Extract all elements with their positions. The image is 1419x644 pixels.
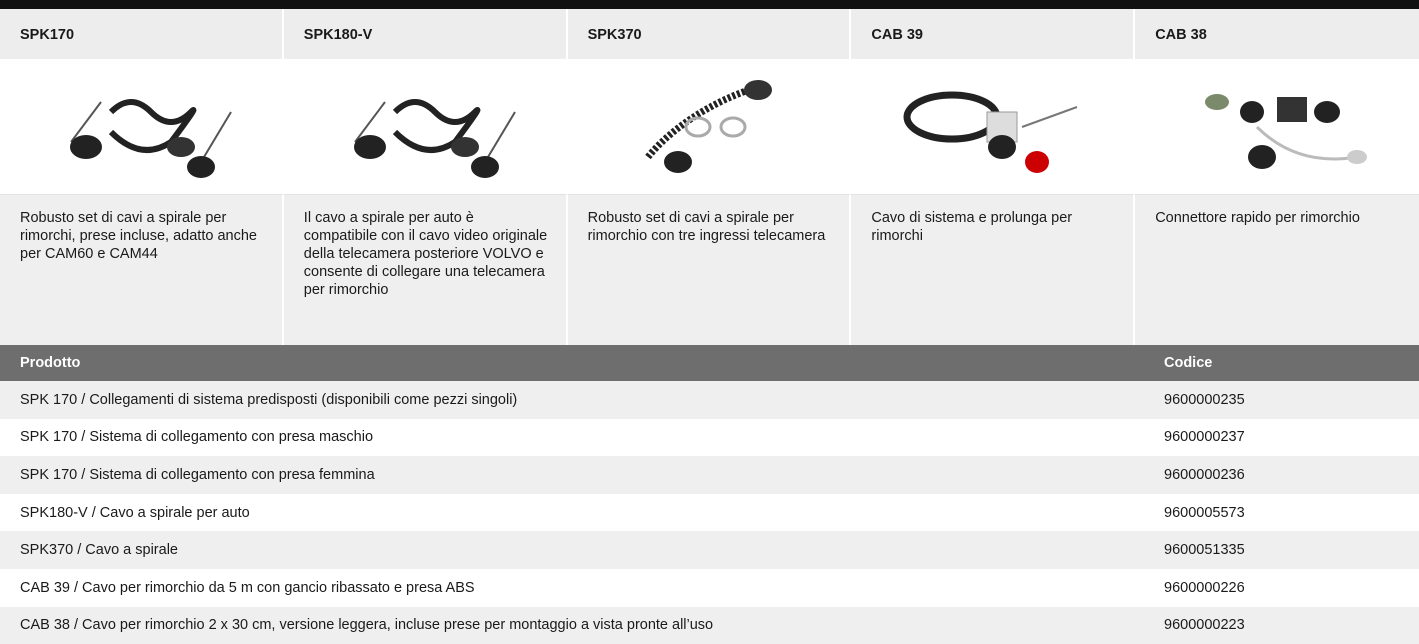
product-description: Robusto set di cavi a spirale per rimorc… xyxy=(567,195,852,345)
code-cell: 9600000236 xyxy=(1140,456,1419,494)
product-image xyxy=(283,59,568,195)
code-cell: 9600000235 xyxy=(1140,381,1419,419)
table-header: Prodotto Codice xyxy=(0,345,1419,381)
product-description: Connettore rapido per rimorchio xyxy=(1135,195,1419,345)
product-names: SPK170 SPK180-V SPK370 CAB 39 CAB 38 xyxy=(0,9,1419,59)
product-description: Il cavo a spirale per auto è compatibile… xyxy=(283,195,568,345)
code-cell: 9600000226 xyxy=(1140,568,1419,607)
cable-image xyxy=(903,91,1078,173)
table-row: SPK 170 / Collegamenti di sistema predis… xyxy=(0,381,1419,419)
product-image xyxy=(1135,59,1419,195)
product-cell: SPK180-V / Cavo a spirale per auto xyxy=(0,493,1140,532)
code-cell: 9600051335 xyxy=(1140,531,1419,569)
product-descriptions: Robusto set di cavi a spirale per rimorc… xyxy=(0,195,1419,345)
table-row: SPK180-V / Cavo a spirale per auto 960000… xyxy=(0,493,1419,532)
product-name: SPK180-V xyxy=(283,9,568,59)
product-name: CAB 39 xyxy=(851,9,1136,59)
product-cell: CAB 39 / Cavo per rimorchio da 5 m con g… xyxy=(0,568,1140,607)
product-description: Cavo di sistema e prolunga per rimorchi xyxy=(851,195,1136,345)
product-image xyxy=(0,59,284,195)
table-row: SPK370 / Cavo a spirale 9600051335 xyxy=(0,531,1419,569)
product-cell: SPK370 / Cavo a spirale xyxy=(0,531,1140,569)
product-cell: SPK 170 / Sistema di collegamento con pr… xyxy=(0,418,1140,457)
product-description: Robusto set di cavi a spirale per rimorc… xyxy=(0,195,284,345)
product-images xyxy=(0,59,1419,195)
product-name: SPK370 xyxy=(567,9,852,59)
product-table: Prodotto Codice SPK 170 / Collegamenti d… xyxy=(0,345,1419,644)
product-cell: SPK 170 / Sistema di collegamento con pr… xyxy=(0,456,1140,494)
cable-image xyxy=(1205,93,1368,169)
table-row: CAB 38 / Cavo per rimorchio 2 x 30 cm, v… xyxy=(0,606,1419,644)
table-row: CAB 39 / Cavo per rimorchio da 5 m con g… xyxy=(0,568,1419,607)
cable-image xyxy=(353,98,516,178)
code-cell: 9600005573 xyxy=(1140,493,1419,532)
header-cell: Prodotto xyxy=(0,345,1140,381)
header-cell: Codice xyxy=(1140,345,1419,381)
cable-image xyxy=(645,79,773,173)
code-cell: 9600000237 xyxy=(1140,418,1419,457)
table-row: SPK 170 / Sistema di collegamento con pr… xyxy=(0,456,1419,494)
product-name: CAB 38 xyxy=(1135,9,1419,59)
product-image xyxy=(567,59,852,195)
code-cell: 9600000223 xyxy=(1140,606,1419,644)
product-image xyxy=(851,59,1136,195)
product-name: SPK170 xyxy=(0,9,284,59)
cable-image xyxy=(69,98,232,178)
top-bar xyxy=(0,0,1419,9)
table-body: SPK 170 / Collegamenti di sistema predis… xyxy=(0,381,1419,644)
product-cell: SPK 170 / Collegamenti di sistema predis… xyxy=(0,381,1140,419)
product-cell: CAB 38 / Cavo per rimorchio 2 x 30 cm, v… xyxy=(0,606,1140,644)
table-row: SPK 170 / Sistema di collegamento con pr… xyxy=(0,418,1419,457)
